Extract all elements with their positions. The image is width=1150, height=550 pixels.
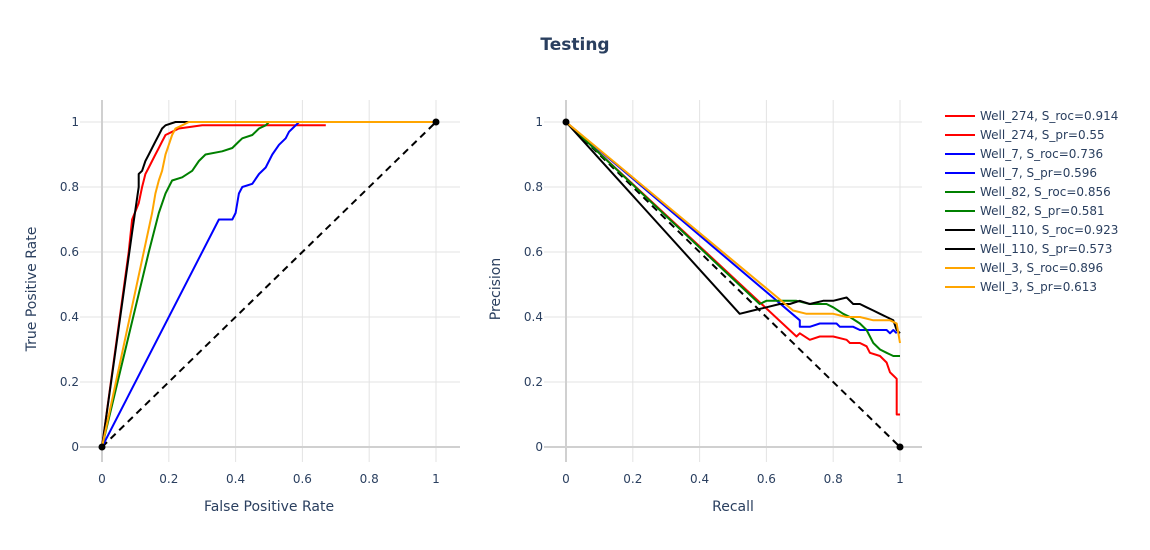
legend-item[interactable]: Well_110, S_roc=0.923	[945, 223, 1118, 237]
legend-item[interactable]: Well_274, S_pr=0.55	[945, 128, 1105, 142]
x-tick-label: 0.4	[226, 472, 245, 486]
y-tick-label: 0	[71, 440, 79, 454]
legend-label: Well_82, S_roc=0.856	[980, 185, 1111, 199]
series-line	[101, 121, 436, 448]
x-tick-label: 0.4	[690, 472, 709, 486]
legend-item[interactable]: Well_82, S_roc=0.856	[945, 185, 1111, 199]
legend-label: Well_7, S_roc=0.736	[980, 147, 1103, 161]
x-tick-label: 0.2	[159, 472, 178, 486]
y-tick-label: 0.6	[60, 245, 79, 259]
y-tick-label: 1	[71, 115, 79, 129]
endpoint-marker	[896, 443, 904, 451]
y-tick-label: 0.6	[524, 245, 543, 259]
x-tick-label: 0.8	[360, 472, 379, 486]
y-axis-label: True Positive Rate	[24, 227, 40, 353]
x-tick-label: 0.6	[293, 472, 312, 486]
pr-panel: 0 0.2 0.4 0.6 0.8 1 0 0.2 0.4 0.6 0.8 1 Recall Precis…	[488, 100, 922, 515]
legend-item[interactable]: Well_274, S_roc=0.914	[945, 109, 1118, 123]
x-tick-label: 0.6	[757, 472, 776, 486]
x-tick-label: 0.2	[623, 472, 642, 486]
y-tick-label: 0.8	[60, 180, 79, 194]
series-line	[565, 121, 898, 335]
series-line	[565, 121, 900, 357]
legend-item[interactable]: Well_110, S_pr=0.573	[945, 242, 1112, 256]
legend-item[interactable]: Well_3, S_roc=0.896	[945, 261, 1103, 275]
roc-panel: 0 0.2 0.4 0.6 0.8 1 0 0.2 0.4 0.6 0.8 1 False Positi…	[24, 100, 460, 515]
figure-title: Testing	[540, 35, 609, 55]
x-tick-label: 0	[562, 472, 570, 486]
series-line	[101, 121, 436, 448]
x-axis-label: Recall	[712, 499, 754, 515]
endpoint-marker	[98, 443, 106, 451]
series-line	[565, 121, 900, 416]
legend[interactable]: Well_274, S_roc=0.914 Well_274, S_pr=0.55…	[945, 109, 1118, 294]
series-line	[101, 121, 436, 448]
series-line	[565, 121, 901, 344]
x-tick-label: 0	[98, 472, 106, 486]
x-axis-label: False Positive Rate	[204, 499, 334, 515]
legend-label: Well_3, S_roc=0.896	[980, 261, 1103, 275]
y-tick-label: 0	[535, 440, 543, 454]
legend-item[interactable]: Well_3, S_pr=0.613	[945, 280, 1097, 294]
series-line	[565, 121, 901, 335]
y-tick-label: 0.2	[524, 375, 543, 389]
legend-label: Well_274, S_pr=0.55	[980, 128, 1105, 142]
x-tick-label: 1	[896, 472, 904, 486]
legend-label: Well_7, S_pr=0.596	[980, 166, 1097, 180]
x-tick-label: 1	[432, 472, 440, 486]
reference-line	[565, 121, 901, 448]
endpoint-marker	[432, 118, 440, 126]
legend-item[interactable]: Well_7, S_pr=0.596	[945, 166, 1097, 180]
y-tick-label: 0.2	[60, 375, 79, 389]
y-tick-label: 0.4	[524, 310, 543, 324]
y-tick-label: 0.4	[60, 310, 79, 324]
y-tick-label: 0.8	[524, 180, 543, 194]
legend-item[interactable]: Well_82, S_pr=0.581	[945, 204, 1105, 218]
legend-item[interactable]: Well_7, S_roc=0.736	[945, 147, 1103, 161]
y-axis-label: Precision	[488, 258, 504, 320]
endpoint-marker	[562, 118, 570, 126]
y-tick-label: 1	[535, 115, 543, 129]
legend-label: Well_82, S_pr=0.581	[980, 204, 1105, 218]
legend-label: Well_110, S_pr=0.573	[980, 242, 1112, 256]
x-tick-label: 0.8	[824, 472, 843, 486]
reference-line	[101, 121, 437, 448]
legend-label: Well_274, S_roc=0.914	[980, 109, 1118, 123]
legend-label: Well_3, S_pr=0.613	[980, 280, 1097, 294]
legend-label: Well_110, S_roc=0.923	[980, 223, 1118, 237]
series-line	[101, 121, 436, 448]
